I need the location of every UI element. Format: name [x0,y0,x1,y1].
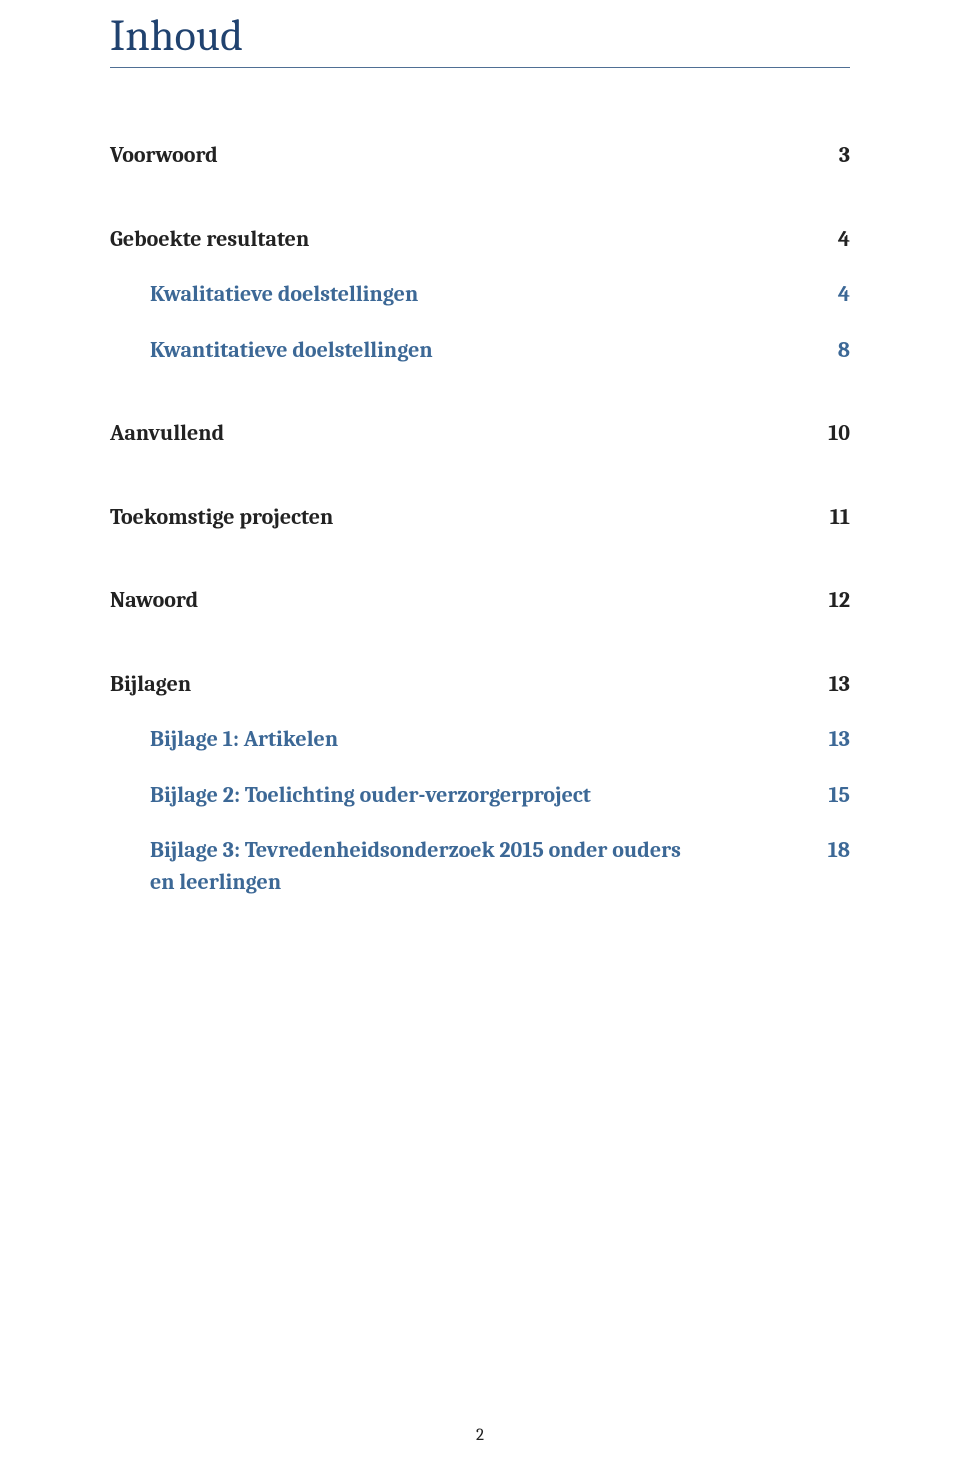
toc-label: Bijlage 3: Tevredenheidsonderzoek 2015 o… [110,837,681,865]
toc-pagenum: 4 [838,281,850,309]
toc-pagenum: 13 [829,726,850,754]
toc-entry: Kwantitatieve doelstellingen 8 [110,337,850,365]
toc-pagenum: 15 [828,782,850,810]
toc-label: Nawoord [110,587,198,615]
toc-entry: Geboekte resultaten 4 [110,226,850,254]
toc-entry: Bijlage 1: Artikelen 13 [110,726,850,754]
toc-label: Voorwoord [110,142,218,170]
toc-entry: Kwalitatieve doelstellingen 4 [110,281,850,309]
toc-label: en leerlingen [110,869,281,897]
toc-entry: Bijlage 2: Toelichting ouder-verzorgerpr… [110,782,850,810]
toc-label: Kwalitatieve doelstellingen [110,281,418,309]
toc-entry: Bijlage 3: Tevredenheidsonderzoek 2015 o… [110,837,850,865]
toc-pagenum: 8 [838,337,850,365]
toc-label: Bijlage 1: Artikelen [110,726,338,754]
toc-entry: Bijlagen 13 [110,671,850,699]
toc-entry: Nawoord 12 [110,587,850,615]
toc-label: Kwantitatieve doelstellingen [110,337,433,365]
toc-pagenum: 4 [838,226,850,254]
toc-pagenum: 10 [828,420,850,448]
toc-label: Toekomstige projecten [110,504,333,532]
toc-pagenum: 12 [829,587,850,615]
toc: Voorwoord 3 Geboekte resultaten 4 Kwalit… [110,142,850,896]
toc-label: Bijlage 2: Toelichting ouder-verzorgerpr… [110,782,591,810]
toc-entry: Aanvullend 10 [110,420,850,448]
toc-pagenum: 3 [839,142,850,170]
page-number-footer: 2 [0,1426,960,1445]
document-page: Inhoud Voorwoord 3 Geboekte resultaten 4… [0,0,960,1475]
toc-pagenum: 13 [829,671,850,699]
page-title: Inhoud [110,10,850,68]
toc-pagenum: 11 [830,504,850,532]
toc-label: Bijlagen [110,671,191,699]
toc-pagenum: 18 [828,837,850,865]
toc-entry: Toekomstige projecten 11 [110,504,850,532]
toc-label: Aanvullend [110,420,224,448]
toc-entry: en leerlingen [110,869,850,897]
toc-label: Geboekte resultaten [110,226,309,254]
toc-entry: Voorwoord 3 [110,142,850,170]
